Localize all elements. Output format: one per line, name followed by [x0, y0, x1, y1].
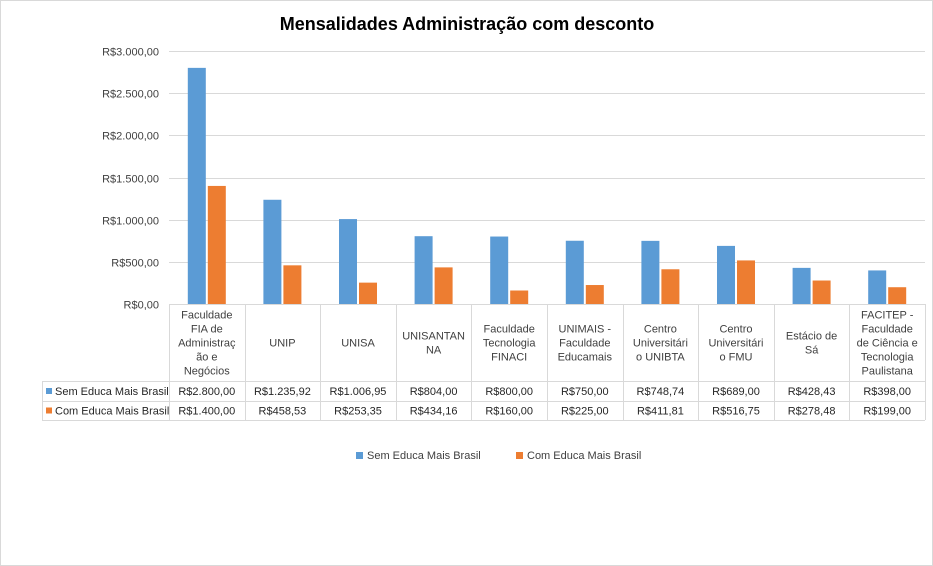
bar [812, 280, 831, 304]
data-label: R$1.400,00 [178, 406, 235, 418]
category-label: Estácio de [786, 331, 837, 343]
legend-key [516, 452, 523, 459]
y-tick-label: R$500,00 [111, 258, 159, 270]
category-label: UNISANTAN [402, 331, 465, 343]
y-tick-label: R$3.000,00 [102, 47, 159, 59]
category-label: Centro [644, 324, 677, 336]
category-label: UNISA [341, 338, 375, 350]
category-label: Negócios [184, 366, 230, 378]
data-label: R$278,48 [788, 406, 836, 418]
bar [792, 267, 811, 304]
data-label: R$434,16 [410, 406, 458, 418]
data-table: Faculdade FIA de Administraç ão e Negócios UN… [42, 304, 926, 421]
data-label: R$689,00 [712, 386, 760, 398]
data-label: R$804,00 [410, 386, 458, 398]
legend-label: Com Educa Mais Brasil [527, 450, 641, 462]
series-name: Sem Educa Mais Brasil [55, 386, 169, 398]
data-label: R$750,00 [561, 386, 609, 398]
category-label: ão e [196, 352, 217, 364]
data-label: R$1.006,95 [330, 386, 387, 398]
data-label: R$411,81 [637, 406, 684, 418]
legend-label: Sem Educa Mais Brasil [367, 450, 481, 462]
category-label: Faculdade [559, 338, 610, 350]
legend: Sem Educa Mais Brasil Com Educa Mais Bras… [356, 450, 641, 462]
category-label: Centro [719, 324, 752, 336]
data-label: R$2.800,00 [178, 386, 235, 398]
data-label: R$516,75 [712, 406, 760, 418]
y-tick-label: R$0,00 [124, 300, 159, 312]
category-label: Sá [805, 345, 819, 357]
category-label: de Ciência e [857, 338, 918, 350]
bar [641, 240, 660, 304]
bar [263, 199, 282, 304]
category-label: Educamais [558, 352, 613, 364]
category-label: NA [426, 345, 442, 357]
category-label: FIA de [191, 324, 223, 336]
bars [187, 67, 907, 304]
data-label: R$748,74 [637, 386, 685, 398]
bar [585, 285, 604, 304]
category-label: Tecnologia [483, 338, 536, 350]
category-label: Universitári [708, 338, 763, 350]
category-label: FINACI [491, 352, 527, 364]
category-label: Faculdade [484, 324, 535, 336]
data-label: R$398,00 [863, 386, 911, 398]
y-axis: R$0,00 R$500,00 R$1.000,00 R$1.500,00 R$2.00… [102, 47, 159, 312]
y-tick-label: R$2.500,00 [102, 89, 159, 101]
bar [283, 265, 302, 304]
category-label: UNIMAIS - [559, 324, 612, 336]
data-label: R$225,00 [561, 406, 609, 418]
data-label: R$199,00 [863, 406, 911, 418]
category-label: Paulistana [862, 366, 914, 378]
data-label: R$458,53 [259, 406, 307, 418]
data-label: R$253,35 [334, 406, 382, 418]
y-tick-label: R$1.000,00 [102, 216, 159, 228]
bar [565, 240, 584, 304]
category-label: Administraç [178, 338, 236, 350]
bar [717, 245, 735, 304]
bar [359, 282, 377, 304]
bar [888, 287, 907, 304]
category-label: o FMU [720, 352, 753, 364]
bar [737, 260, 755, 304]
series-key [46, 407, 52, 414]
y-tick-label: R$2.000,00 [102, 131, 159, 143]
bar [490, 236, 509, 304]
series-key [46, 388, 52, 394]
category-label: Tecnologia [861, 352, 914, 364]
chart-title: Mensalidades Administração com desconto [280, 14, 654, 34]
legend-key [356, 452, 363, 459]
data-label: R$160,00 [485, 406, 533, 418]
bar [187, 67, 206, 304]
bar [339, 219, 357, 304]
category-label: Universitári [633, 338, 688, 350]
category-label: FACITEP - [861, 310, 914, 322]
category-label: Faculdade [181, 310, 232, 322]
gridlines [169, 51, 925, 305]
bar [510, 290, 529, 304]
category-label: UNIP [269, 338, 295, 350]
bar [414, 236, 433, 304]
series-name: Com Educa Mais Brasil [55, 406, 169, 418]
bar [661, 269, 680, 304]
category-label: o UNIBTA [636, 352, 685, 364]
bar [207, 185, 226, 304]
data-label: R$428,43 [788, 386, 836, 398]
y-tick-label: R$1.500,00 [102, 174, 159, 186]
data-label: R$1.235,92 [254, 386, 311, 398]
category-label: Faculdade [862, 324, 913, 336]
data-label: R$800,00 [485, 386, 533, 398]
bar [868, 270, 887, 304]
bar [434, 267, 453, 304]
